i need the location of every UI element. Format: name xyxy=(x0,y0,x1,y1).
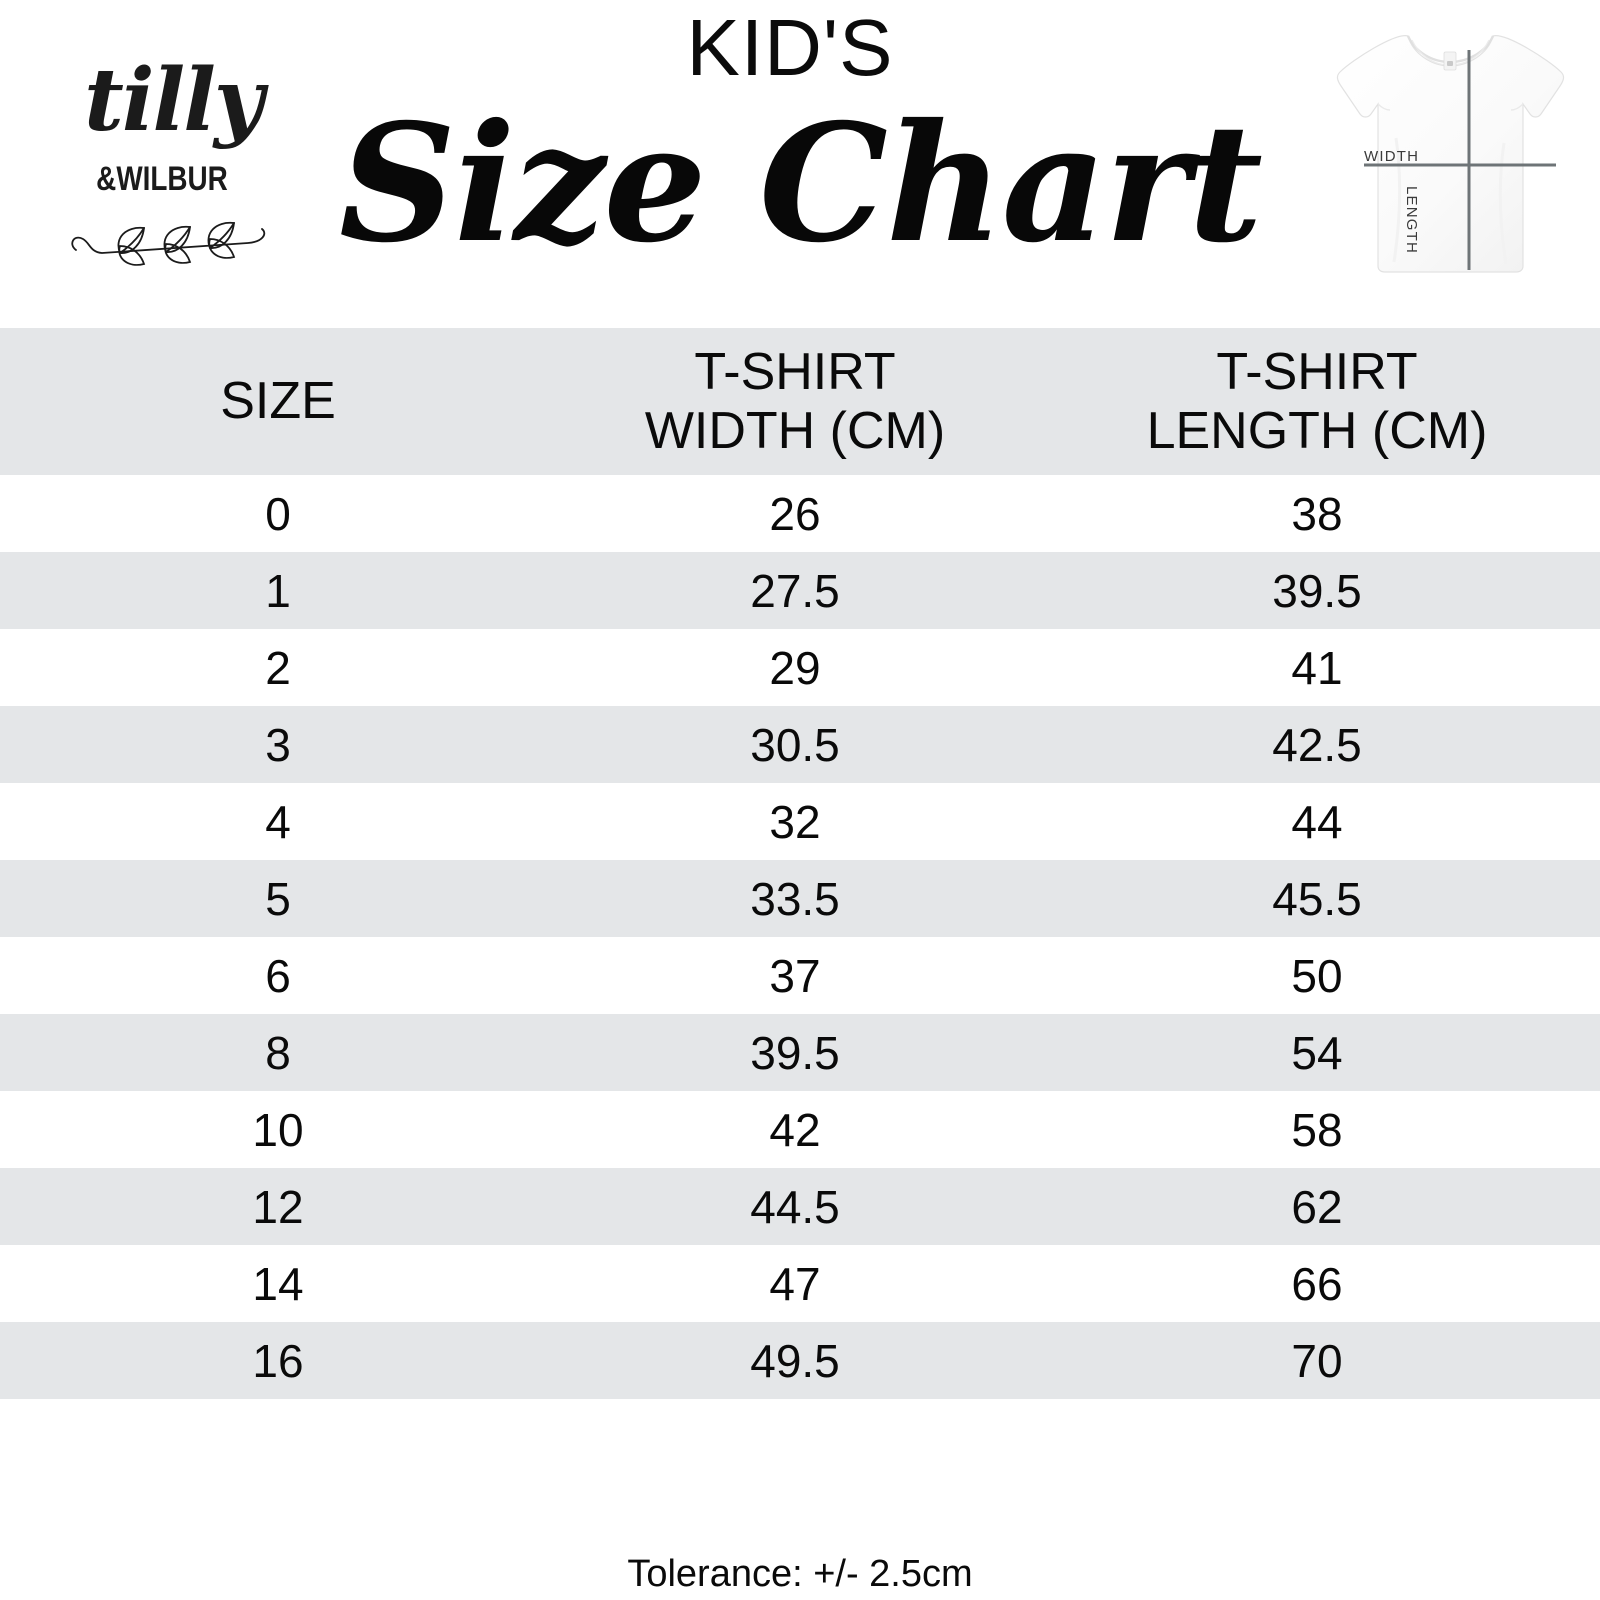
brand-logo: tilly &WILBUR xyxy=(58,58,288,273)
cell-length: 41 xyxy=(1291,641,1343,694)
table-header-row: SIZE T-SHIRT WIDTH (CM) T-SHIRT LENGTH (… xyxy=(0,328,1600,475)
tshirt-icon xyxy=(1336,35,1565,273)
cell-size: 10 xyxy=(252,1103,304,1156)
size-chart-table: SIZE T-SHIRT WIDTH (CM) T-SHIRT LENGTH (… xyxy=(0,328,1600,1399)
tshirt-width-label: WIDTH xyxy=(1364,148,1420,165)
cell-size: 2 xyxy=(265,641,291,694)
cell-size: 6 xyxy=(265,949,291,1002)
table-row: 6 37 50 xyxy=(0,937,1600,1014)
cell-size: 4 xyxy=(265,795,291,848)
cell-length: 44 xyxy=(1291,795,1343,848)
table-row: 10 42 58 xyxy=(0,1091,1600,1168)
tshirt-length-label: LENGTH xyxy=(1403,186,1420,255)
cell-size: 8 xyxy=(265,1026,291,1079)
table-row: 1 27.5 39.5 xyxy=(0,552,1600,629)
cell-size: 3 xyxy=(265,718,291,771)
table-row: 16 49.5 70 xyxy=(0,1322,1600,1399)
cell-length: 45.5 xyxy=(1272,872,1362,925)
cell-length: 58 xyxy=(1291,1103,1343,1156)
cell-length: 54 xyxy=(1291,1026,1343,1079)
cell-size: 12 xyxy=(252,1180,304,1233)
cell-length: 62 xyxy=(1291,1180,1343,1233)
cell-length: 42.5 xyxy=(1272,718,1362,771)
cell-width: 39.5 xyxy=(750,1026,840,1079)
cell-width: 47 xyxy=(769,1257,821,1310)
page-eyebrow-title: KID'S xyxy=(686,3,894,92)
cell-length: 38 xyxy=(1291,487,1343,540)
page-title: Size Chart xyxy=(339,89,1263,279)
cell-length: 66 xyxy=(1291,1257,1343,1310)
cell-length: 39.5 xyxy=(1272,564,1362,617)
cell-length: 50 xyxy=(1291,949,1343,1002)
cell-length: 70 xyxy=(1291,1334,1343,1387)
column-header-size: SIZE xyxy=(220,372,336,431)
brand-script-name: tilly xyxy=(84,50,264,151)
cell-width: 30.5 xyxy=(750,718,840,771)
cell-size: 16 xyxy=(252,1334,304,1387)
table-row: 3 30.5 42.5 xyxy=(0,706,1600,783)
column-header-width-line2: WIDTH (CM) xyxy=(644,401,946,460)
table-row: 2 29 41 xyxy=(0,629,1600,706)
column-header-width-line1: T-SHIRT xyxy=(694,343,896,402)
cell-size: 0 xyxy=(265,487,291,540)
page-header: tilly &WILBUR KID'S Size Chart xyxy=(0,0,1600,328)
column-header-width: T-SHIRT WIDTH (CM) xyxy=(556,343,1034,459)
cell-size: 14 xyxy=(252,1257,304,1310)
cell-width: 26 xyxy=(769,487,821,540)
cell-width: 33.5 xyxy=(750,872,840,925)
tolerance-note: Tolerance: +/- 2.5cm xyxy=(627,1553,973,1595)
cell-width: 29 xyxy=(769,641,821,694)
leaf-branch-icon xyxy=(71,221,266,266)
table-row: 12 44.5 62 xyxy=(0,1168,1600,1245)
column-header-length: T-SHIRT LENGTH (CM) xyxy=(1034,343,1600,459)
table-row: 8 39.5 54 xyxy=(0,1014,1600,1091)
cell-size: 5 xyxy=(265,872,291,925)
cell-width: 27.5 xyxy=(750,564,840,617)
column-header-length-line1: T-SHIRT xyxy=(1216,343,1418,402)
column-header-length-line2: LENGTH (CM) xyxy=(1146,401,1488,460)
cell-width: 49.5 xyxy=(750,1334,840,1387)
cell-width: 32 xyxy=(769,795,821,848)
tshirt-measurement-diagram: WIDTH LENGTH xyxy=(1316,18,1584,294)
table-row: 5 33.5 45.5 xyxy=(0,860,1600,937)
cell-size: 1 xyxy=(265,564,291,617)
table-row: 0 26 38 xyxy=(0,475,1600,552)
cell-width: 42 xyxy=(769,1103,821,1156)
cell-width: 44.5 xyxy=(750,1180,840,1233)
brand-sub-name: &WILBUR xyxy=(96,160,228,198)
table-row: 14 47 66 xyxy=(0,1245,1600,1322)
table-row: 4 32 44 xyxy=(0,783,1600,860)
cell-width: 37 xyxy=(769,949,821,1002)
